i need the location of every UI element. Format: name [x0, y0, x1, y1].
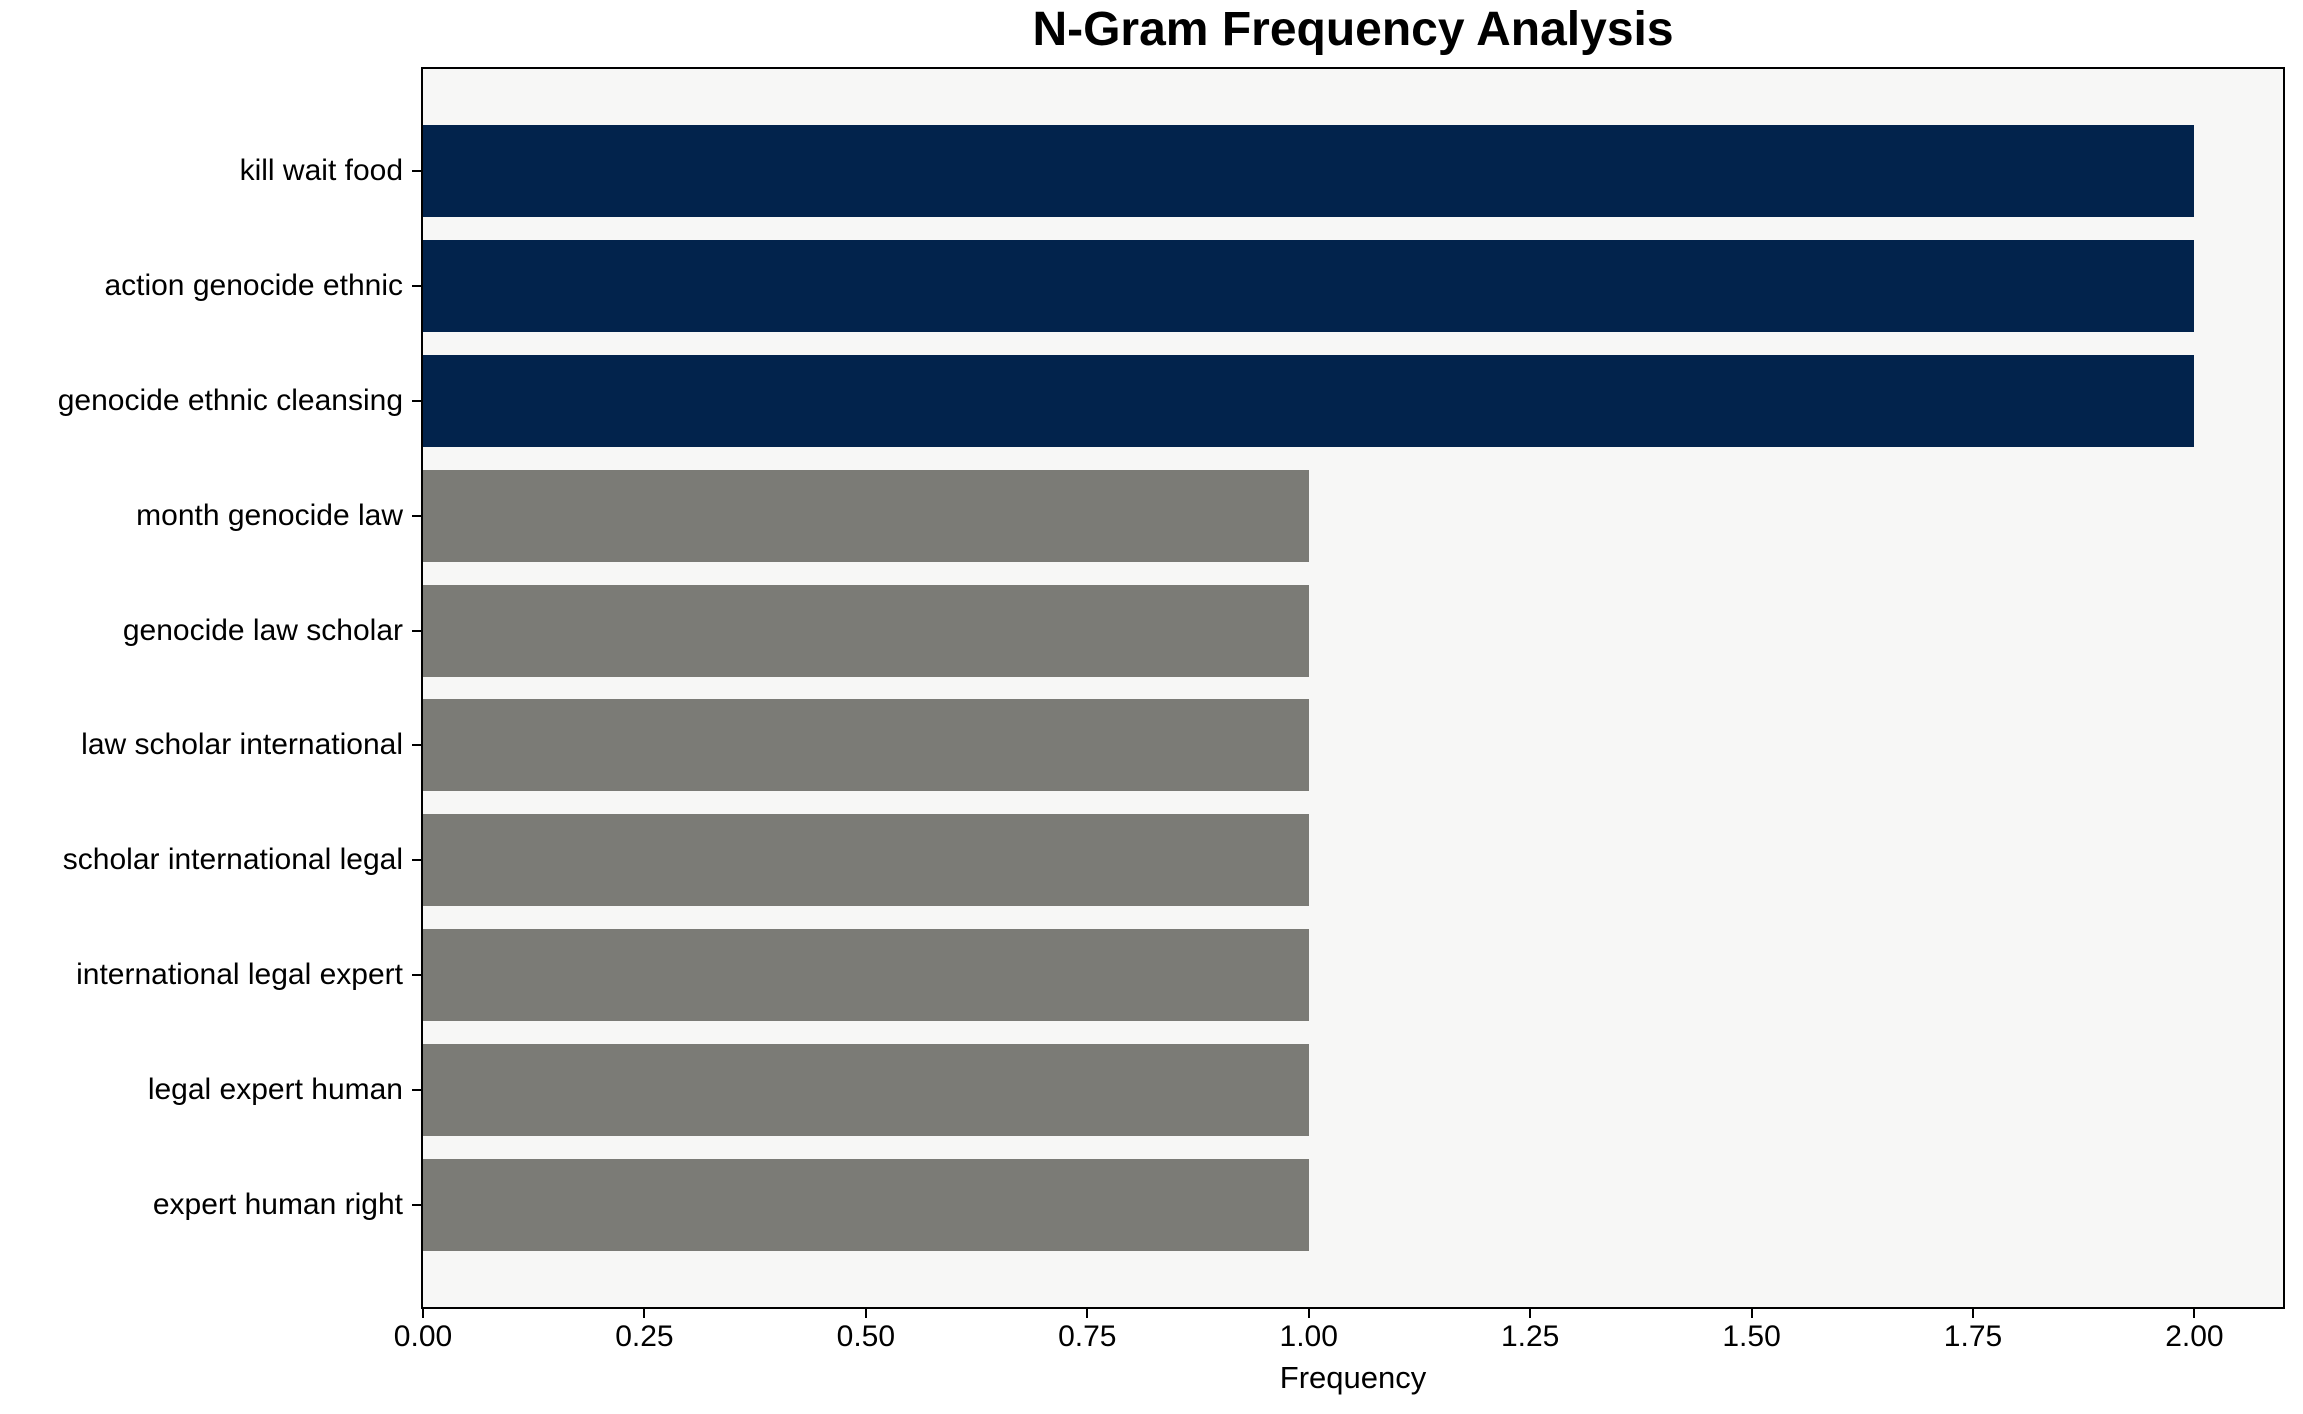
category-label: genocide law scholar: [122, 613, 403, 647]
x-tick-mark: [1750, 1307, 1753, 1318]
x-tick-mark: [1529, 1307, 1532, 1318]
category-label: expert human right: [152, 1187, 403, 1221]
category-label: scholar international legal: [62, 843, 403, 877]
y-tick-mark: [412, 629, 423, 632]
x-tick-label: 1.00: [1279, 1320, 1338, 1353]
y-tick-mark: [412, 399, 423, 402]
bar-action-genocide-ethnic: [423, 240, 2195, 332]
category-label: genocide ethnic cleansing: [57, 383, 403, 417]
x-axis-label: Frequency: [1279, 1360, 1427, 1395]
x-tick-mark: [1307, 1307, 1310, 1318]
bar-genocide-law-scholar: [423, 584, 1309, 677]
y-tick-mark: [412, 974, 423, 977]
bar-expert-human-right: [423, 1158, 1309, 1251]
x-tick-label: 0.00: [393, 1320, 453, 1353]
x-tick-mark: [422, 1307, 424, 1318]
chart-title: N-Gram Frequency Analysis: [1032, 3, 1674, 56]
x-tick-label: 1.50: [1722, 1320, 1781, 1353]
bar-legal-expert-human: [423, 1044, 1309, 1136]
x-tick-label: 1.75: [1943, 1320, 2003, 1353]
bar-month-genocide-law: [423, 469, 1309, 562]
category-label: month genocide law: [136, 498, 403, 532]
category-label: kill wait food: [239, 154, 403, 188]
x-tick-mark: [864, 1307, 867, 1318]
y-tick-mark: [412, 285, 423, 288]
x-tick-label: 0.25: [615, 1320, 674, 1353]
y-tick-mark: [412, 1088, 423, 1091]
bar-international-legal-expert: [423, 929, 1309, 1022]
x-tick-label: 2.00: [2165, 1320, 2224, 1353]
x-tick-mark: [2193, 1307, 2196, 1318]
bar-kill-wait-food: [423, 125, 2195, 218]
x-tick-mark: [1972, 1307, 1974, 1318]
category-label: legal expert human: [147, 1072, 403, 1106]
x-tick-mark: [1086, 1307, 1089, 1318]
category-label: law scholar international: [81, 728, 403, 762]
y-tick-mark: [412, 744, 423, 747]
category-label: action genocide ethnic: [104, 269, 403, 303]
y-tick-mark: [412, 514, 423, 517]
plot-area: [421, 67, 2285, 1309]
x-tick-label: 0.75: [1058, 1320, 1117, 1353]
bar-scholar-international-legal: [423, 814, 1309, 907]
y-tick-mark: [412, 170, 423, 173]
y-tick-mark: [412, 1203, 423, 1206]
category-label: international legal expert: [76, 958, 403, 992]
x-tick-label: 0.50: [836, 1320, 896, 1353]
bar-genocide-ethnic-cleansing: [423, 354, 2195, 447]
y-tick-mark: [412, 859, 423, 862]
x-tick-label: 1.25: [1500, 1320, 1560, 1353]
x-tick-mark: [643, 1307, 646, 1318]
bar-law-scholar-international: [423, 699, 1309, 792]
